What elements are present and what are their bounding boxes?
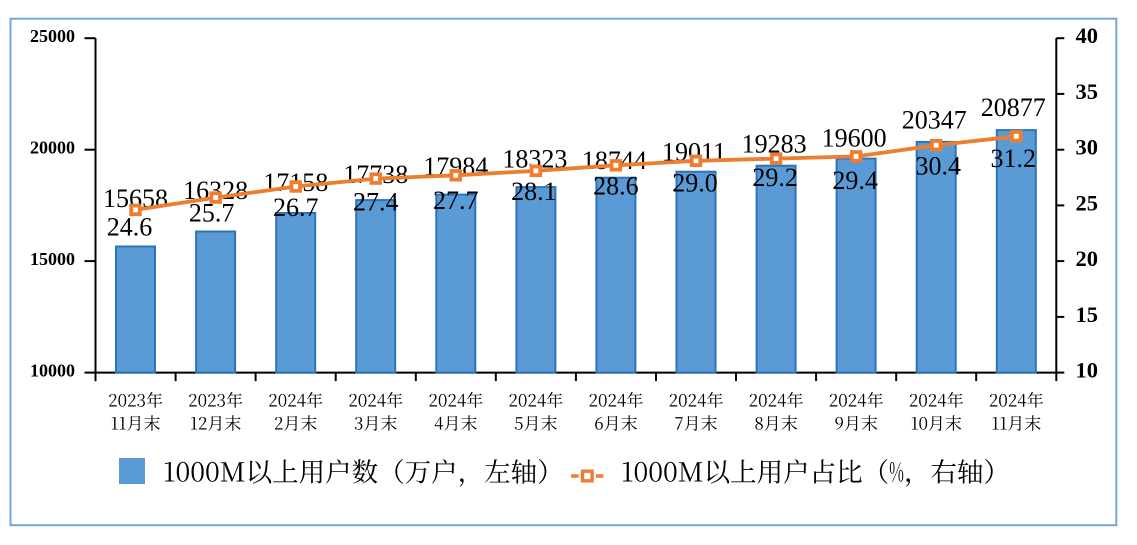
svg-text:15: 15 (1076, 302, 1099, 327)
svg-text:10: 10 (1076, 358, 1099, 383)
svg-text:31.2: 31.2 (991, 144, 1037, 173)
svg-text:25: 25 (1076, 190, 1099, 215)
svg-text:19600: 19600 (822, 124, 887, 153)
svg-text:20: 20 (1076, 246, 1099, 271)
svg-text:20000: 20000 (30, 138, 75, 158)
svg-text:10000: 10000 (30, 361, 75, 381)
svg-text:29.2: 29.2 (752, 163, 798, 192)
svg-text:27.7: 27.7 (433, 186, 479, 215)
svg-text:35: 35 (1076, 79, 1099, 104)
svg-text:27.4: 27.4 (353, 188, 399, 217)
svg-text:29.0: 29.0 (672, 169, 718, 198)
svg-text:15000: 15000 (30, 249, 75, 269)
svg-text:40: 40 (1076, 23, 1099, 48)
svg-text:30.4: 30.4 (915, 152, 961, 181)
svg-text:28.6: 28.6 (593, 172, 639, 201)
svg-text:20877: 20877 (981, 93, 1046, 122)
svg-text:25000: 25000 (30, 26, 75, 46)
svg-text:20347: 20347 (902, 105, 967, 134)
svg-text:29.4: 29.4 (832, 166, 878, 195)
svg-text:24.6: 24.6 (107, 212, 153, 241)
svg-text:30: 30 (1076, 135, 1099, 160)
svg-text:26.7: 26.7 (273, 193, 319, 222)
svg-text:28.1: 28.1 (511, 177, 557, 206)
